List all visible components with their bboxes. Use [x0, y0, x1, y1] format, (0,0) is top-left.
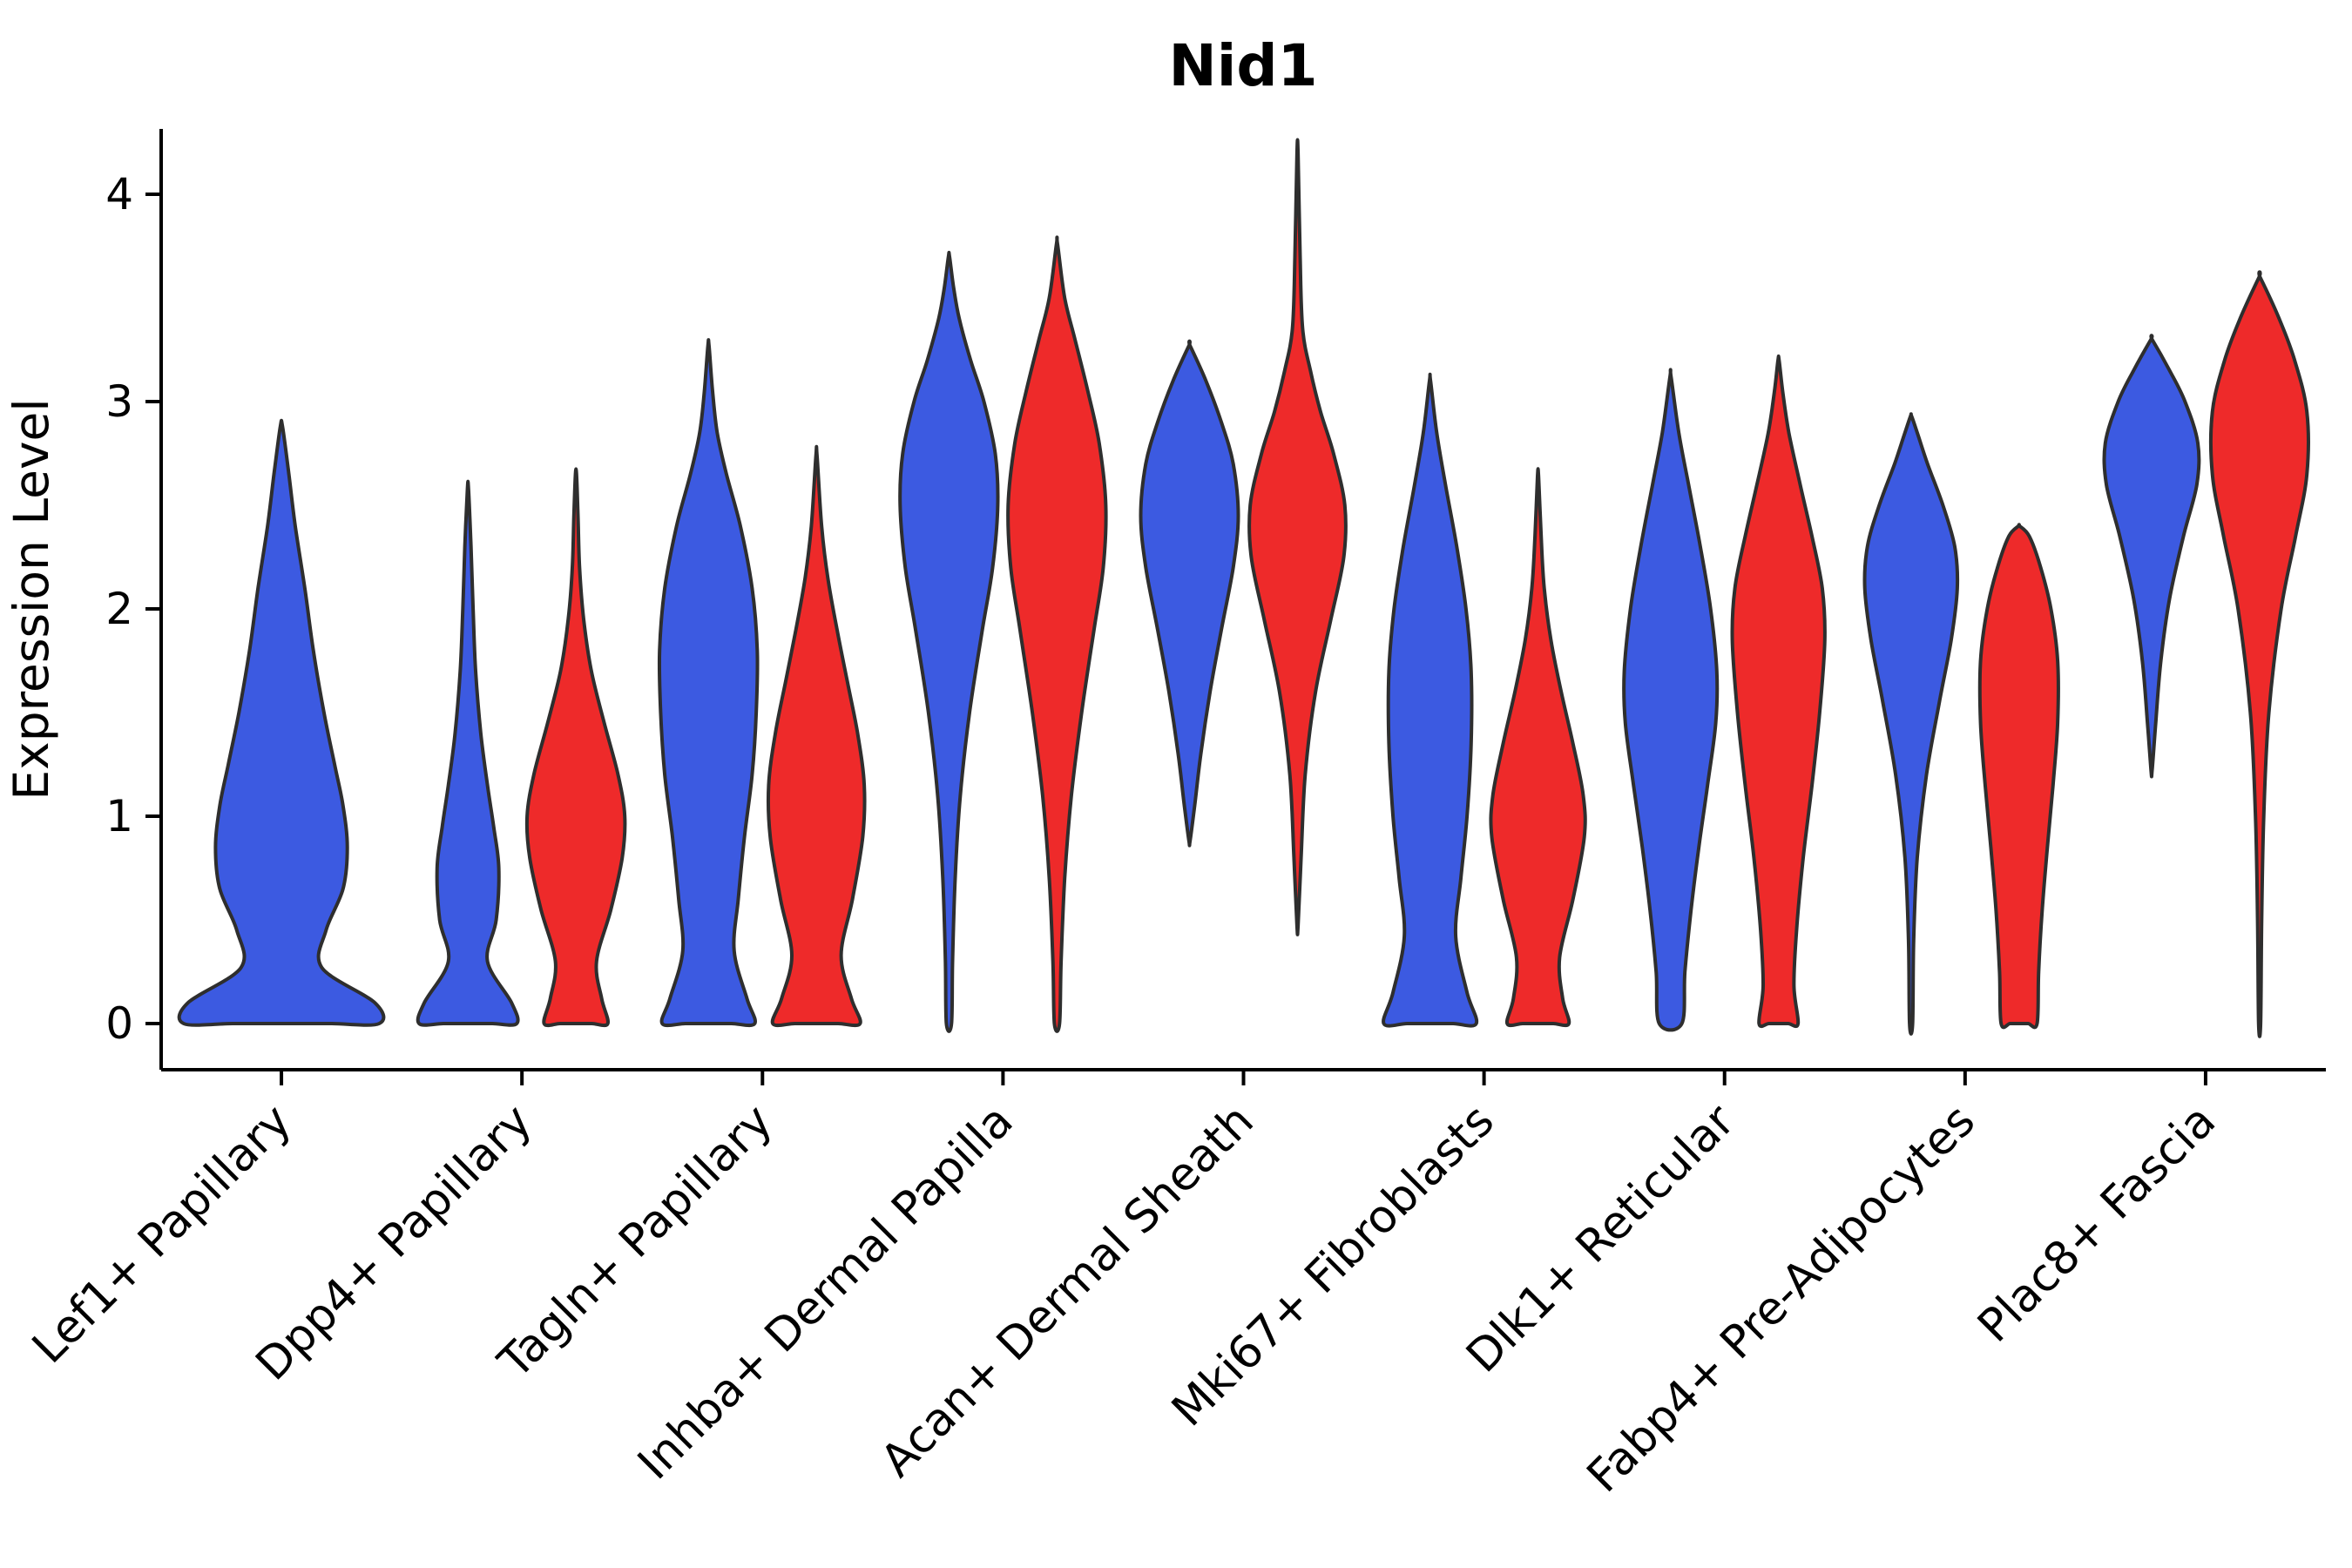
violin-fabp4-pre-adipocytes-red	[1977, 523, 2060, 1030]
x-tick-label-plac8-fascia: Plac8+ Fascia	[1968, 1095, 2226, 1353]
violin-plac8-fascia-red	[2208, 270, 2310, 1038]
violin-mki67-fibroblasts-blue	[1382, 372, 1479, 1028]
violin-mki67-fibroblasts-red	[1489, 467, 1587, 1028]
violin-tagln-papillary-red	[766, 444, 867, 1028]
y-tick-label: 4	[105, 169, 133, 220]
x-tick-label-lef1-papillary: Lef1+ Papillary	[23, 1095, 301, 1374]
x-tick-label-dlk1-reticular: Dlk1+ Reticular	[1456, 1094, 1745, 1382]
violin-fabp4-pre-adipocytes-blue	[1862, 412, 1960, 1036]
violin-dpp4-papillary-blue	[416, 479, 520, 1027]
violin-inhba-dermal-papilla-red	[1006, 235, 1108, 1033]
violin-dpp4-papillary-red	[524, 467, 627, 1028]
violin-dlk1-reticular-red	[1730, 354, 1827, 1029]
y-tick-label: 1	[105, 791, 133, 841]
y-tick-label: 2	[105, 584, 133, 634]
violin-acan-dermal-sheath-red	[1247, 138, 1348, 936]
violin-plac8-fascia-blue	[2102, 334, 2201, 779]
y-tick-label: 0	[105, 998, 133, 1049]
chart-title: Nid1	[1168, 32, 1317, 99]
y-tick-label: 3	[105, 376, 133, 427]
violin-lef1-papillary-blue	[177, 418, 386, 1027]
y-axis-label: Expression Level	[3, 398, 59, 800]
x-tick-label-fabp4-pre-adipocytes: Fabp4+ Pre-Adipocytes	[1578, 1095, 1985, 1503]
violin-inhba-dermal-papilla-blue	[898, 250, 1000, 1033]
violin-dlk1-reticular-blue	[1622, 368, 1720, 1032]
violin-acan-dermal-sheath-blue	[1139, 339, 1240, 848]
violin-tagln-papillary-blue	[657, 338, 760, 1028]
